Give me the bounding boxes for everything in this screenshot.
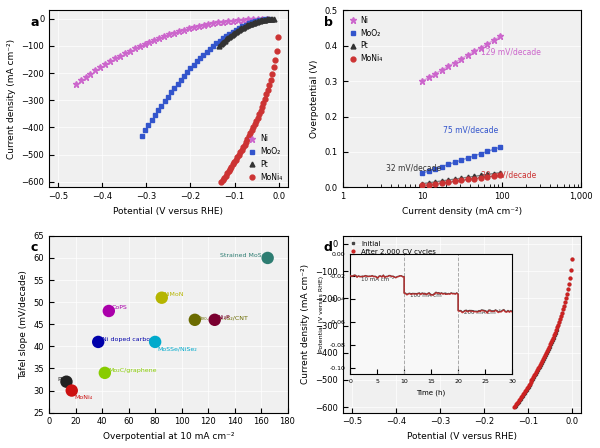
Text: Pt: Pt	[58, 377, 64, 382]
Line: Initial: Initial	[514, 243, 574, 409]
Text: a: a	[30, 16, 38, 29]
Initial	[557, 316, 564, 322]
After 2,000 CV cycles	[523, 386, 530, 392]
Point	[151, 338, 160, 345]
Y-axis label: Tafel slope (mV/decade): Tafel slope (mV/decade)	[19, 270, 28, 379]
After 2,000 CV cycles	[526, 381, 533, 386]
Text: Mo₂C/graphene: Mo₂C/graphene	[109, 368, 157, 373]
Text: NiMoN: NiMoN	[163, 292, 184, 297]
Point	[104, 307, 113, 314]
Point	[67, 387, 77, 394]
Text: 129 mV/decade: 129 mV/decade	[481, 47, 541, 56]
Point	[94, 338, 103, 345]
After 2,000 CV cycles	[551, 332, 558, 338]
Text: Ni doped carbon: Ni doped carbon	[102, 337, 154, 342]
Point	[190, 316, 200, 323]
Point	[263, 254, 272, 262]
Text: Strained MoS₂: Strained MoS₂	[220, 253, 263, 258]
After 2,000 CV cycles	[556, 316, 563, 322]
Text: 32 mV/decade: 32 mV/decade	[386, 163, 442, 172]
Text: MoNi₄: MoNi₄	[74, 395, 92, 400]
Point	[157, 294, 167, 302]
X-axis label: Overpotential at 10 mA cm⁻²: Overpotential at 10 mA cm⁻²	[103, 432, 234, 441]
Legend: Ni, MoO₂, Pt, MoNi₄: Ni, MoO₂, Pt, MoNi₄	[347, 14, 385, 65]
Text: Fe₀.₉Co₀.₁S₂/CNT: Fe₀.₉Co₀.₁S₂/CNT	[197, 315, 248, 320]
Y-axis label: Current density (mA cm⁻²): Current density (mA cm⁻²)	[7, 39, 16, 159]
Text: CoPS: CoPS	[112, 305, 127, 310]
Initial	[527, 381, 534, 386]
After 2,000 CV cycles	[569, 241, 576, 247]
Initial	[551, 332, 558, 338]
Initial	[524, 386, 531, 392]
X-axis label: Potential (V versus RHE): Potential (V versus RHE)	[113, 207, 223, 215]
Initial	[511, 405, 518, 410]
Line: After 2,000 CV cycles: After 2,000 CV cycles	[512, 243, 574, 409]
X-axis label: Current density (mA cm⁻²): Current density (mA cm⁻²)	[402, 207, 522, 215]
Initial	[543, 350, 550, 356]
Text: b: b	[324, 16, 333, 29]
Legend: Ni, MoO₂, Pt, MoNi₄: Ni, MoO₂, Pt, MoNi₄	[246, 133, 284, 183]
X-axis label: Potential (V versus RHE): Potential (V versus RHE)	[407, 432, 517, 441]
Y-axis label: Current density (mA cm⁻²): Current density (mA cm⁻²)	[301, 264, 310, 384]
After 2,000 CV cycles	[542, 350, 550, 356]
Point	[62, 378, 71, 385]
Text: 75 mV/decade: 75 mV/decade	[443, 125, 498, 134]
Text: c: c	[30, 241, 38, 254]
Y-axis label: Overpotential (V): Overpotential (V)	[310, 60, 319, 138]
Initial	[567, 271, 574, 277]
After 2,000 CV cycles	[567, 271, 574, 277]
Point	[100, 369, 110, 376]
Text: 30 mV/decade: 30 mV/decade	[481, 170, 536, 179]
Point	[210, 316, 220, 323]
Legend: Initial, After 2,000 CV cycles: Initial, After 2,000 CV cycles	[346, 239, 437, 256]
Text: d: d	[324, 241, 333, 254]
Initial	[569, 241, 576, 247]
Text: Ni₂P: Ni₂P	[217, 315, 230, 320]
Text: MoSSe/NiSe₂: MoSSe/NiSe₂	[158, 346, 197, 351]
After 2,000 CV cycles	[510, 405, 517, 410]
